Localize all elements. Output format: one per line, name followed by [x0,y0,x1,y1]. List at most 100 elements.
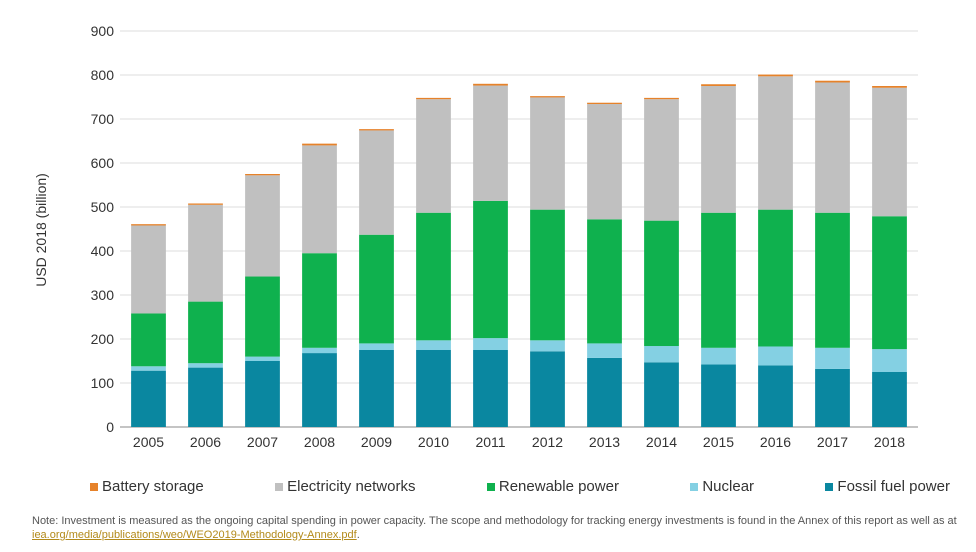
x-tick-label: 2018 [874,434,905,450]
legend-item-battery-storage: Battery storage [90,478,204,495]
note-end: . [356,529,360,541]
bar-segment-battery-storage-2014 [644,97,679,100]
bar-segment-electricity-networks-2010 [416,99,451,213]
legend-swatch [90,482,98,491]
bar-segment-battery-storage-2010 [416,97,451,100]
bar-segment-renewable-power-2012 [530,209,565,341]
x-tick-label: 2011 [475,434,505,450]
bar-segment-fossil-fuel-power-2013 [587,357,622,427]
bar-segment-battery-storage-2018 [872,86,907,88]
y-tick-label: 400 [91,243,115,259]
legend-swatch [690,482,699,491]
x-tick-labels: 2005 2006 2007 2008 2009 2010 2011 2012 2013 2014… [133,434,905,450]
bar-segment-renewable-power-2010 [416,212,451,341]
bar-segment-fossil-fuel-power-2005 [131,370,166,427]
bar-segment-renewable-power-2008 [302,253,337,348]
bar-segment-nuclear-2009 [359,343,394,350]
bar-segment-renewable-power-2014 [644,220,679,347]
bar-segment-renewable-power-2017 [815,212,850,348]
x-tick-label: 2017 [817,434,848,450]
bar-segment-battery-storage-2015 [701,84,736,86]
bar-segment-renewable-power-2006 [188,301,223,364]
bar-segment-electricity-networks-2005 [131,225,166,314]
legend-label: Renewable power [498,478,619,495]
y-tick-label: 0 [106,419,114,435]
bar-segment-nuclear-2007 [245,356,280,361]
bar-segment-battery-storage-2007 [245,174,280,176]
x-tick-label: 2006 [190,434,221,450]
bar-segment-electricity-networks-2014 [644,99,679,221]
bar-segment-fossil-fuel-power-2011 [473,350,508,427]
x-tick-label: 2016 [760,434,791,450]
legend-swatch [825,482,834,491]
bar-segment-electricity-networks-2011 [473,85,508,201]
gridlines [120,30,918,428]
legend-label: Fossil fuel power [837,478,950,495]
x-tick-label: 2013 [589,434,620,450]
bar-segment-electricity-networks-2018 [872,87,907,217]
y-tick-label: 100 [91,375,115,391]
legend-item-fossil-fuel-power: Fossil fuel power [825,478,950,495]
bar-segment-fossil-fuel-power-2007 [245,361,280,427]
bar-segment-fossil-fuel-power-2012 [530,351,565,427]
bar-segment-fossil-fuel-power-2017 [815,368,850,427]
chart-note: Note: Investment is measured as the ongo… [32,514,972,542]
note-link[interactable]: iea.org/media/publications/weo/WEO2019-M… [32,529,357,541]
y-tick-label: 700 [91,111,115,127]
bar-segment-battery-storage-2006 [188,203,223,205]
legend: Battery storage Electricity networks Renew… [90,478,950,495]
bar-segment-renewable-power-2015 [701,212,736,348]
x-tick-label: 2007 [247,434,278,450]
bar-segment-fossil-fuel-power-2009 [359,350,394,427]
x-tick-label: 2009 [361,434,392,450]
y-tick-label: 900 [91,23,115,39]
bar-segment-fossil-fuel-power-2018 [872,372,907,427]
bar-segment-electricity-networks-2012 [530,97,565,210]
bar-segment-battery-storage-2005 [131,224,166,226]
legend-item-renewable-power: Renewable power [486,478,619,495]
bar-segment-renewable-power-2011 [473,200,508,339]
y-axis-title: USD 2018 (billion) [33,173,49,287]
x-tick-label: 2010 [418,434,449,450]
bar-segment-battery-storage-2009 [359,129,394,131]
bar-segment-nuclear-2015 [701,347,736,365]
bar-segment-nuclear-2012 [530,340,565,352]
bar-segment-electricity-networks-2009 [359,130,394,235]
bar-segment-renewable-power-2005 [131,313,166,367]
bar-segment-electricity-networks-2015 [701,86,736,213]
y-tick-label: 500 [91,199,115,215]
legend-item-electricity-networks: Electricity networks [275,478,415,495]
bar-segment-electricity-networks-2006 [188,204,223,302]
y-tick-label: 800 [91,67,115,83]
note-text: Note: Investment is measured as the ongo… [32,515,957,527]
bar-segment-renewable-power-2018 [872,216,907,350]
legend-label: Battery storage [102,478,204,495]
x-tick-label: 2014 [646,434,677,450]
bar-segment-nuclear-2017 [815,347,850,369]
bar-segment-nuclear-2014 [644,346,679,363]
legend-item-nuclear: Nuclear [690,478,754,495]
bar-segment-electricity-networks-2013 [587,104,622,220]
bar-segment-fossil-fuel-power-2010 [416,350,451,427]
x-tick-label: 2005 [133,434,164,450]
bar-segment-nuclear-2011 [473,338,508,350]
bar-segment-fossil-fuel-power-2015 [701,364,736,427]
bar-segment-electricity-networks-2016 [758,76,793,210]
legend-label: Nuclear [702,478,755,495]
legend-swatch [275,482,284,491]
bar-segment-battery-storage-2011 [473,83,508,86]
x-tick-label: 2015 [703,434,734,450]
bar-segment-fossil-fuel-power-2008 [302,353,337,427]
bar-segment-battery-storage-2017 [815,80,850,83]
bar-segment-nuclear-2013 [587,343,622,358]
bar-segment-nuclear-2005 [131,366,166,371]
legend-label: Electricity networks [287,478,416,495]
bar-segment-electricity-networks-2017 [815,82,850,213]
y-tick-label: 600 [91,155,115,171]
bar-segment-renewable-power-2013 [587,219,622,344]
y-tick-labels: 0 100 200 300 400 500 600 700 800 900 [91,23,115,435]
legend-swatch [486,482,495,491]
bar-segment-renewable-power-2016 [758,209,793,347]
bar-segment-nuclear-2008 [302,347,337,354]
